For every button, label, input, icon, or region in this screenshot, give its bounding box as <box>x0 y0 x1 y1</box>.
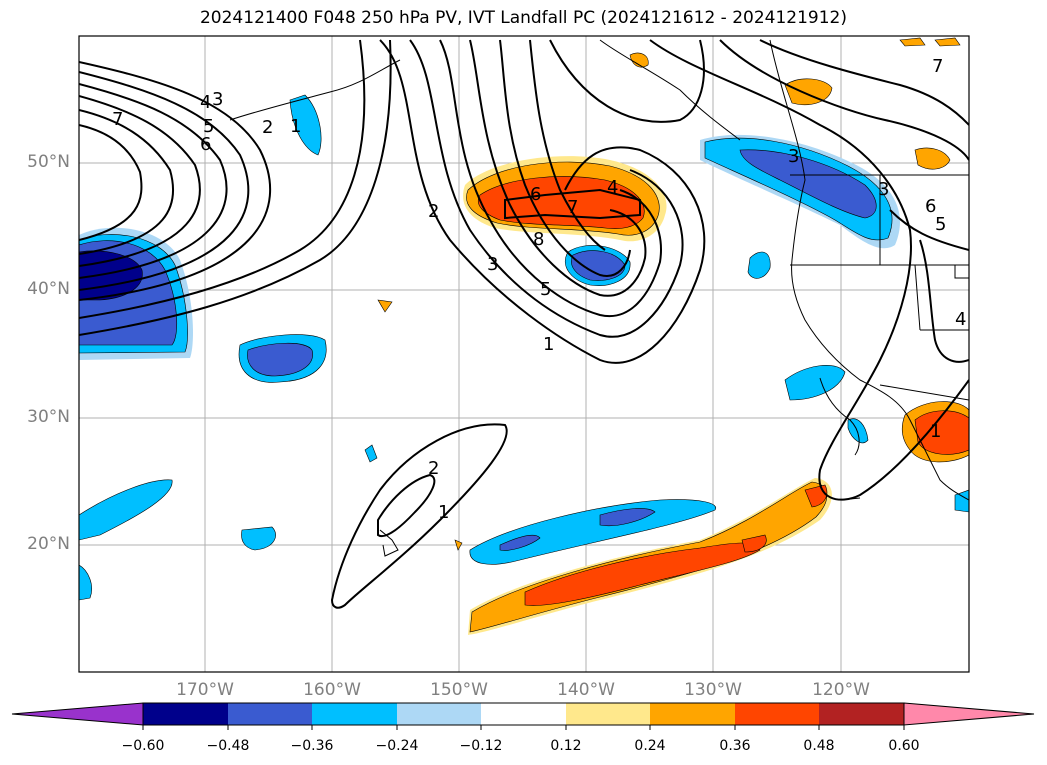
colorbar-segment <box>735 703 819 725</box>
colorbar-tick-label: 0.24 <box>634 738 666 754</box>
colorbar-segment <box>143 703 228 725</box>
colorbar-segment <box>481 703 566 725</box>
map-frame <box>78 35 970 673</box>
pv-contour-label: 6 <box>530 184 541 205</box>
colorbar-segment <box>228 703 312 725</box>
colorbar-tick-label: 0.36 <box>719 738 751 754</box>
longitude-label: 130°W <box>684 680 742 700</box>
colorbar-segment <box>312 703 397 725</box>
pv-contour-label: 4 <box>955 309 966 330</box>
longitude-label: 170°W <box>176 680 234 700</box>
pv-contour-label: 5 <box>203 116 214 137</box>
pv-contours <box>79 39 969 609</box>
longitude-label: 150°W <box>430 680 488 700</box>
ivt-positive-shading <box>377 37 969 635</box>
pv-contour-label: 6 <box>200 134 211 155</box>
pv-contour-labels: 7 4 3 5 2 1 6 2 3 6 4 7 8 3 5 1 2 1 3 6 … <box>112 56 966 523</box>
pv-contour-label: 3 <box>487 254 498 275</box>
pv-contour-label: 5 <box>935 214 946 235</box>
longitude-label: 120°W <box>812 680 870 700</box>
pv-contour-label: 2 <box>262 117 273 138</box>
pv-contour-label: 3 <box>878 179 889 200</box>
latitude-label: 20°N <box>27 534 70 554</box>
pv-contour-label: 5 <box>540 279 551 300</box>
longitude-label: 160°W <box>303 680 361 700</box>
pv-contour-label: 7 <box>932 56 943 77</box>
colorbar-tick-label: −0.48 <box>206 738 250 754</box>
pv-contour-label: 4 <box>607 177 618 198</box>
colorbar-tick-label: −0.12 <box>459 738 503 754</box>
latitude-label: 30°N <box>27 407 70 427</box>
colorbar-segment <box>650 703 735 725</box>
colorbar-tick-label: 0.12 <box>550 738 582 754</box>
colorbar-tick-label: −0.24 <box>375 738 419 754</box>
pv-contour-label: 7 <box>112 109 123 130</box>
latitude-label: 40°N <box>27 279 70 299</box>
colorbar-segment <box>566 703 650 725</box>
pv-contour-label: 1 <box>438 502 449 523</box>
colorbar-segment <box>397 703 481 725</box>
pv-contour-label: 2 <box>428 201 439 222</box>
pv-contour-label: 2 <box>428 458 439 479</box>
colorbar-segment <box>819 703 904 725</box>
coastlines <box>229 39 969 557</box>
colorbar <box>11 702 1035 730</box>
pv-contour-label: 7 <box>567 197 578 218</box>
pv-contour-label: 3 <box>212 89 223 110</box>
pv-contour-label: 4 <box>200 92 211 113</box>
colorbar-extend-min <box>11 702 144 726</box>
map-title: 2024121400 F048 250 hPa PV, IVT Landfall… <box>199 8 847 28</box>
colorbar-tick-label: −0.36 <box>290 738 334 754</box>
colorbar-tick-label: 0.60 <box>888 738 920 754</box>
colorbar-extend-max <box>903 702 1035 726</box>
pv-contour-label: 6 <box>925 196 936 217</box>
colorbar-tick-label: 0.48 <box>803 738 835 754</box>
latitude-label: 50°N <box>27 152 70 172</box>
pv-contour-label: 1 <box>290 116 301 137</box>
pv-contour-label: 1 <box>543 334 554 355</box>
colorbar-tick-label: −0.60 <box>121 738 165 754</box>
pv-contour-label: 3 <box>788 146 799 167</box>
pv-contour-label: 1 <box>930 421 941 442</box>
pv-contour-label: 8 <box>533 229 544 250</box>
longitude-label: 140°W <box>557 680 615 700</box>
